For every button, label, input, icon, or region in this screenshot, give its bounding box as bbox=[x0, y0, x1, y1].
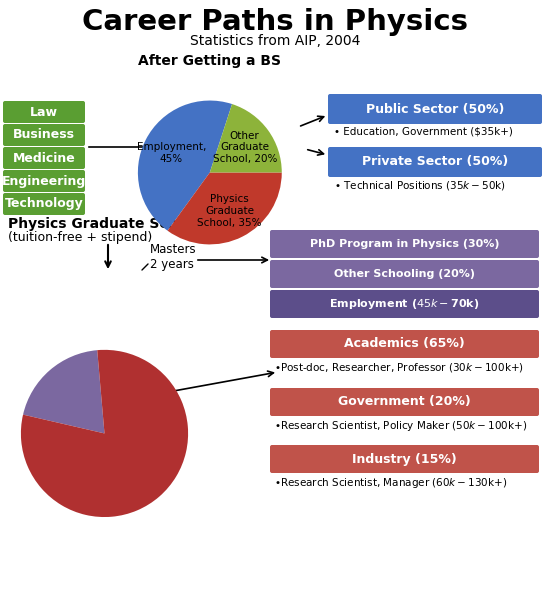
Text: Employment,
45%: Employment, 45% bbox=[137, 142, 206, 164]
Text: Technology: Technology bbox=[4, 197, 84, 211]
Text: • Technical Positions ($35k - $50k): • Technical Positions ($35k - $50k) bbox=[334, 179, 506, 191]
Wedge shape bbox=[168, 172, 282, 244]
FancyBboxPatch shape bbox=[270, 230, 539, 258]
Text: Other
Graduate
School, 20%: Other Graduate School, 20% bbox=[212, 131, 277, 164]
Text: Private Sector (50%): Private Sector (50%) bbox=[362, 155, 508, 169]
Text: Law: Law bbox=[30, 105, 58, 119]
FancyBboxPatch shape bbox=[3, 170, 85, 192]
FancyBboxPatch shape bbox=[3, 124, 85, 146]
Text: PhD Program in Physics (30%): PhD Program in Physics (30%) bbox=[310, 239, 499, 249]
Text: Medicine: Medicine bbox=[13, 152, 75, 164]
Text: After Getting a BS: After Getting a BS bbox=[139, 54, 282, 68]
Text: Public Sector (50%): Public Sector (50%) bbox=[366, 102, 504, 116]
Text: Career Paths in Physics: Career Paths in Physics bbox=[82, 8, 468, 36]
Wedge shape bbox=[210, 104, 282, 172]
Text: Masters
2 years: Masters 2 years bbox=[150, 243, 197, 271]
Wedge shape bbox=[138, 101, 232, 231]
Text: Engineering: Engineering bbox=[2, 175, 86, 187]
Text: • Education, Government ($35k+): • Education, Government ($35k+) bbox=[334, 127, 513, 137]
Text: Business: Business bbox=[13, 128, 75, 141]
Text: Ph.D.
5-6 years: Ph.D. 5-6 years bbox=[53, 398, 123, 426]
Wedge shape bbox=[21, 350, 188, 517]
Text: •Research Scientist, Manager ($60k - $130k+): •Research Scientist, Manager ($60k - $13… bbox=[274, 476, 507, 490]
FancyBboxPatch shape bbox=[270, 445, 539, 473]
Text: Other Schooling (20%): Other Schooling (20%) bbox=[334, 269, 475, 279]
FancyBboxPatch shape bbox=[270, 388, 539, 416]
FancyBboxPatch shape bbox=[3, 193, 85, 215]
FancyBboxPatch shape bbox=[270, 260, 539, 288]
FancyBboxPatch shape bbox=[3, 147, 85, 169]
Text: Academics (65%): Academics (65%) bbox=[344, 338, 465, 350]
Text: Physics
Graduate
School, 35%: Physics Graduate School, 35% bbox=[197, 194, 262, 228]
FancyBboxPatch shape bbox=[328, 94, 542, 124]
Text: •Post-doc, Researcher, Professor ($30k - $100k+): •Post-doc, Researcher, Professor ($30k -… bbox=[274, 361, 524, 374]
FancyBboxPatch shape bbox=[270, 290, 539, 318]
Text: Physics Graduate School: Physics Graduate School bbox=[8, 217, 201, 231]
Text: Government (20%): Government (20%) bbox=[338, 396, 471, 409]
FancyBboxPatch shape bbox=[328, 147, 542, 177]
FancyBboxPatch shape bbox=[3, 101, 85, 123]
Text: •Research Scientist, Policy Maker ($50k - $100k+): •Research Scientist, Policy Maker ($50k … bbox=[274, 419, 527, 433]
Text: Statistics from AIP, 2004: Statistics from AIP, 2004 bbox=[190, 34, 360, 48]
FancyBboxPatch shape bbox=[270, 330, 539, 358]
Text: (tuition-free + stipend): (tuition-free + stipend) bbox=[8, 231, 152, 244]
Wedge shape bbox=[23, 350, 104, 433]
Text: Employment ($45k - $70k): Employment ($45k - $70k) bbox=[329, 297, 480, 311]
Text: Industry (15%): Industry (15%) bbox=[352, 453, 457, 465]
